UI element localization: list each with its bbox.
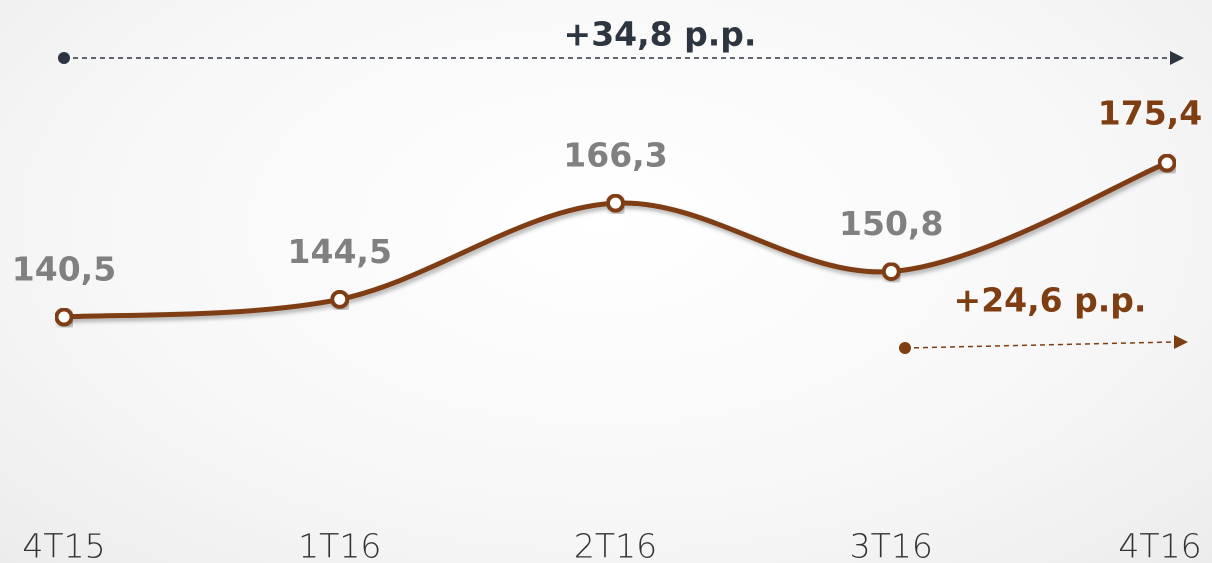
value-label: 175,4 [1098,94,1202,133]
value-label: 166,3 [563,136,667,175]
point [330,289,350,309]
x-tick-label: 4T15 [22,527,105,563]
point [1157,153,1177,173]
value-label: 140,5 [12,250,116,289]
total-change-label: +34,8 p.p. [564,15,757,54]
x-tick-label: 3T16 [850,527,933,563]
point [881,262,901,282]
x-tick-label: 1T16 [298,527,381,563]
quarter-change-arrow [899,335,1188,354]
point [606,193,625,213]
quarter-change-label: +24,6 p.p. [954,281,1147,320]
x-tick-label: 2T16 [574,527,657,563]
total-change-arrow [58,51,1184,65]
value-label: 144,5 [288,232,392,271]
x-tick-label: 4T16 [1118,527,1201,563]
point [54,307,74,327]
value-label: 150,8 [839,204,943,243]
